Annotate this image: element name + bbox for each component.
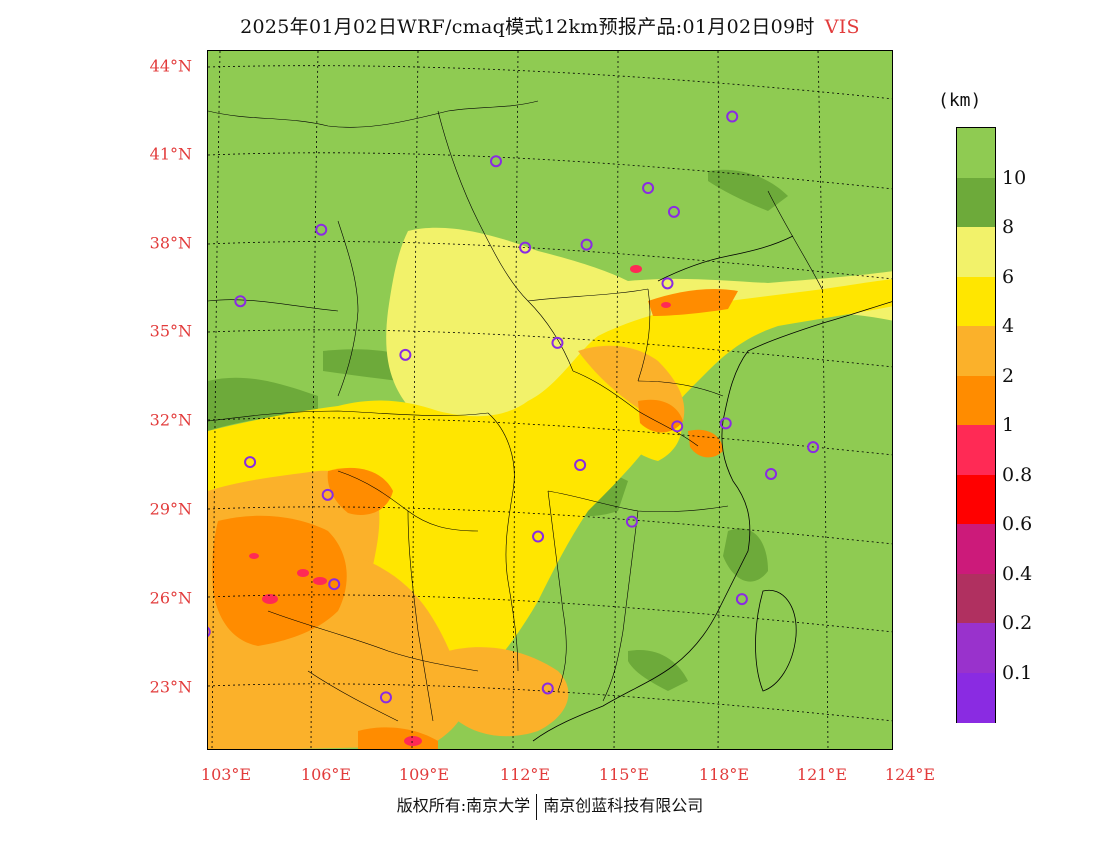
lat-label: 23°N	[149, 677, 192, 697]
city-marker	[379, 691, 392, 704]
legend-swatch	[957, 375, 995, 426]
city-marker	[328, 578, 341, 591]
lon-label: 103°E	[200, 765, 252, 784]
legend-tick-label: 0.4	[1002, 562, 1033, 585]
city-marker	[208, 626, 211, 637]
legend-swatch	[957, 227, 995, 277]
legend-swatch	[957, 425, 995, 475]
credit-right: 南京创蓝科技有限公司	[543, 796, 704, 815]
coastline	[532, 235, 892, 742]
title-variable: VIS	[824, 16, 860, 38]
city-marker	[671, 420, 684, 433]
map-canvas	[208, 51, 892, 749]
lon-label: 121°E	[796, 765, 848, 784]
city-marker	[244, 456, 257, 469]
legend-tick-label: 10	[1002, 166, 1027, 189]
legend-tick-label: 0.2	[1002, 612, 1033, 634]
city-marker	[315, 223, 328, 236]
lon-label: 112°E	[499, 765, 551, 784]
city-marker	[807, 441, 820, 454]
legend-swatch	[957, 177, 995, 228]
legend-swatch	[957, 276, 995, 327]
city-marker	[580, 238, 593, 251]
city-marker	[519, 241, 532, 254]
city-markers	[208, 110, 820, 704]
city-marker	[719, 417, 732, 430]
city-marker	[625, 515, 638, 528]
city-marker	[735, 593, 748, 606]
city-marker	[541, 682, 554, 695]
legend-tick-label: 6	[1002, 265, 1015, 288]
legend-swatch	[957, 524, 995, 574]
lon-label: 118°E	[698, 765, 750, 784]
map-title: 2025年01月02日WRF/cmaq模式12km预报产品:01月02日09时 V…	[0, 12, 1100, 39]
lat-label: 32°N	[149, 410, 192, 430]
province-boundaries	[208, 100, 824, 722]
legend-swatch	[957, 326, 995, 376]
city-marker	[574, 459, 587, 472]
latlon-grid	[208, 51, 892, 749]
legend-swatch	[957, 672, 995, 723]
city-marker	[532, 530, 545, 543]
lat-label: 41°N	[149, 144, 192, 164]
city-marker	[667, 205, 680, 218]
city-marker	[642, 182, 655, 195]
copyright-credit: 版权所有:南京大学 南京创蓝科技有限公司	[0, 792, 1100, 820]
legend-swatch	[957, 474, 995, 525]
city-marker	[726, 110, 739, 123]
legend-tick-label: 2	[1002, 364, 1015, 387]
forecast-map	[207, 50, 893, 750]
credit-left: 版权所有:南京大学	[396, 796, 531, 815]
fill-lt1	[249, 265, 671, 746]
city-marker	[765, 467, 778, 480]
legend-swatch	[957, 573, 995, 624]
lat-label: 26°N	[149, 588, 192, 608]
lon-label: 106°E	[300, 765, 352, 784]
city-marker	[234, 295, 247, 308]
legend-tick-label: 0.6	[1002, 513, 1033, 535]
credit-separator	[536, 793, 538, 820]
city-marker	[321, 488, 334, 501]
lon-label: 124°E	[884, 765, 936, 784]
city-marker	[661, 277, 674, 290]
city-marker	[551, 336, 564, 349]
city-marker	[489, 155, 502, 168]
legend-swatch	[957, 623, 995, 673]
legend-tick-label: 4	[1002, 315, 1015, 337]
legend-tick-label: 1	[1002, 414, 1015, 436]
lon-label: 109°E	[398, 765, 450, 784]
legend-colorbar	[956, 127, 996, 723]
legend-tick-label: 0.8	[1002, 463, 1033, 486]
lon-label: 115°E	[598, 765, 650, 784]
lat-label: 29°N	[149, 499, 192, 519]
legend-tick-label: 8	[1002, 216, 1015, 238]
title-main: 2025年01月02日WRF/cmaq模式12km预报产品:01月02日09时	[240, 16, 815, 38]
lat-label: 38°N	[149, 233, 192, 253]
legend-tick-label: 0.1	[1002, 661, 1033, 684]
legend-swatch	[957, 128, 995, 178]
legend-unit: (km)	[938, 90, 982, 111]
lat-label: 44°N	[149, 56, 192, 76]
fill-1-2	[212, 289, 738, 749]
lat-label: 35°N	[149, 321, 192, 341]
city-marker	[399, 348, 412, 361]
